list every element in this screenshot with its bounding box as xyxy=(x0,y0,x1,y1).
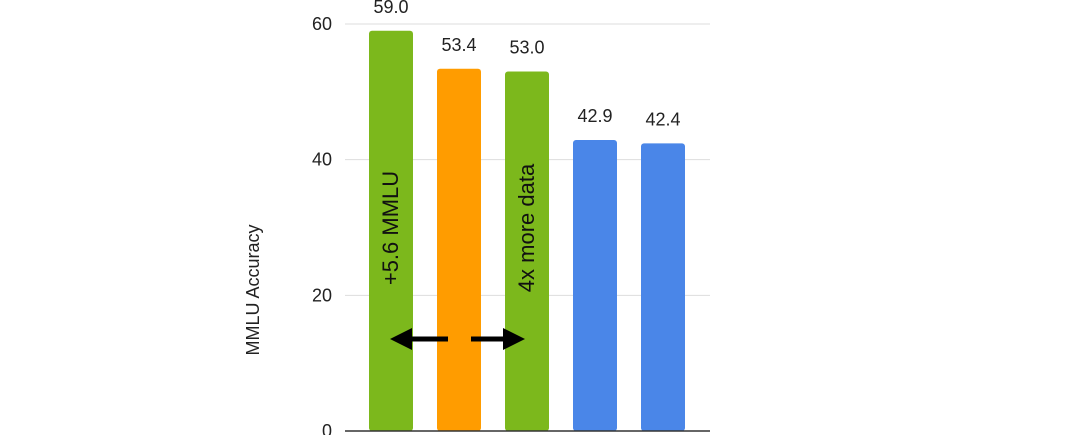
annotation-4x-more-data: 4x more data xyxy=(514,163,539,292)
bar-value-label: 53.0 xyxy=(509,37,544,57)
bar xyxy=(369,30,413,432)
bar-value-label: 42.9 xyxy=(577,106,612,126)
right-arrow-icon xyxy=(471,328,525,350)
bar xyxy=(641,143,685,432)
bar-value-label: 42.4 xyxy=(645,109,680,129)
bar-value-label: 53.4 xyxy=(441,35,476,55)
data-labels: 59.0 53.4 53.0 42.9 42.4 xyxy=(373,0,680,129)
left-arrow-icon xyxy=(390,328,448,350)
y-tick-label: 60 xyxy=(312,14,332,34)
annotation-plus-5-6-mmlu: +5.6 MMLU xyxy=(378,171,403,285)
bars xyxy=(369,30,685,432)
y-tick-label: 20 xyxy=(312,285,332,305)
bar xyxy=(437,68,481,432)
y-tick-label: 40 xyxy=(312,150,332,170)
bar xyxy=(573,139,617,431)
y-tick-labels: 0 20 40 60 xyxy=(312,14,332,435)
y-axis-title: MMLU Accuracy xyxy=(243,224,263,355)
bar-value-label: 59.0 xyxy=(373,0,408,17)
y-tick-label: 0 xyxy=(322,421,332,435)
